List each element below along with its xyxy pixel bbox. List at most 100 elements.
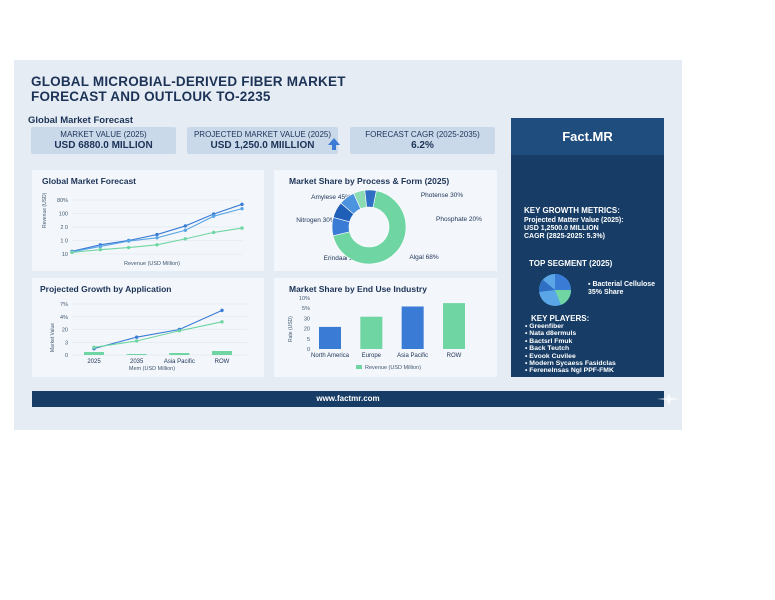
stat-cagr: FORECAST CAGR (2025-2035) 6.2% (350, 127, 495, 154)
players-heading: KEY PLAYERS: (531, 314, 590, 323)
series-line (93, 309, 223, 350)
x-tick-label: ROW (215, 359, 230, 365)
data-point (211, 230, 216, 235)
list-item: Evook Cuvilee (525, 353, 616, 360)
stat-value: 6.2% (411, 140, 434, 151)
data-point (134, 339, 139, 343)
data-point (211, 214, 216, 218)
chart-title: Projected Growth by Application (40, 284, 172, 294)
y-tick-label: 20 (304, 327, 310, 333)
data-point (240, 202, 244, 207)
data-point (177, 329, 182, 333)
pie-label: Nitrogen 30% (296, 217, 336, 224)
stat-value: USD 6880.0 MILLION (54, 140, 153, 151)
x-tick-label: Asia Pacific (397, 353, 428, 359)
data-point (126, 245, 131, 250)
data-point (92, 345, 96, 350)
legend-swatch (356, 365, 362, 369)
data-point (240, 206, 244, 211)
pie-label: Amylese 45% (311, 194, 351, 201)
footer-link[interactable]: www.factmr.com (316, 394, 380, 403)
list-item: Back Teutch (525, 345, 616, 352)
bar (443, 303, 465, 349)
footer-url[interactable]: www.factmr.com (32, 391, 664, 407)
stat-value: USD 1,250.0 MIILLION (210, 140, 315, 151)
list-item: Nata d8ermuls (525, 330, 616, 337)
metrics-line: Projected Matter Value (2025): (524, 217, 624, 224)
x-axis-label: Mem (USD Million) (129, 366, 175, 372)
x-tick-label: 2035 (130, 359, 144, 365)
segment-heading: TOP SEGMENT (2025) (529, 259, 613, 268)
data-point (183, 224, 188, 228)
players-list: Greenfiber Nata d8ermuls Bactsrl Fmuk Ba… (525, 323, 616, 375)
y-tick-label: 10 (62, 252, 68, 258)
stat-projected-value: PROJECTED MARKET VALUE (2025) USD 1,250.… (187, 127, 340, 154)
list-item: Ferenelnsas Ngl PPF-FMK (525, 367, 616, 374)
bar (360, 316, 383, 349)
global-forecast-chart: Revenue (USD) Revenue (USD Million) 80% 1… (42, 192, 244, 267)
pie-label: Phosphate 20% (436, 216, 482, 223)
chart-title: Market Share by Process & Form (2025) (289, 176, 450, 186)
y-tick-label: 80% (57, 198, 68, 204)
data-point (98, 244, 103, 249)
bar (169, 353, 190, 355)
y-tick-label: 4% (60, 315, 68, 321)
data-point (126, 239, 131, 243)
infographic: GLOBAL MICROBIAL-DERIVED FIBER MARKET FO… (14, 60, 682, 430)
segment-name: Bacterial Cellulose (592, 281, 656, 288)
y-tick-label: 2 0 (60, 225, 68, 231)
chart-title: Market Share by End Use Industry (289, 284, 427, 294)
segment-pie-icon (538, 274, 572, 306)
process-share-chart: Amylese 45% Nitrogen 30% Erindaal 28% Ph… (296, 189, 482, 265)
metrics-line: CAGR (2825-2025: 5.3%) (524, 233, 605, 240)
bar (319, 326, 341, 349)
x-tick-label: Europe (362, 353, 382, 359)
list-item: Bactsrl Fmuk (525, 338, 616, 345)
fact-mr-sidebar: Fact.MR KEY GROWTH METRICS: Projected Ma… (511, 118, 664, 377)
panel-projected-growth: Projected Growth by Application Market V… (32, 278, 264, 377)
series-line (93, 321, 223, 348)
legend-label: Revenue (USD Million) (365, 365, 421, 371)
stat-label: MARKET VALUE (2025) (60, 130, 147, 139)
segment-label: ▪ Bacterial Cellulose (588, 281, 656, 288)
bar (84, 352, 104, 355)
y-tick-label: 5 (307, 337, 310, 343)
end-use-chart: Rate (USD) Revenue (USD Million) 10% 5% 30… (288, 296, 465, 371)
x-tick-label: North America (311, 353, 350, 359)
y-tick-label: 20 (62, 328, 68, 334)
sparkle-icon (657, 393, 681, 405)
data-point (220, 320, 224, 324)
bar (212, 351, 232, 355)
segment-share: 35% Share (588, 289, 624, 296)
data-point (240, 226, 244, 230)
y-axis-label: Revenue (USD) (42, 192, 48, 228)
up-arrow-icon (328, 138, 340, 150)
data-point (98, 247, 103, 252)
metrics-line: USD 1,2500.0 MILLION (524, 225, 599, 232)
data-point (155, 232, 159, 237)
x-tick-label: Asia Pacific (164, 359, 195, 365)
y-tick-label: 0 (307, 347, 310, 353)
x-tick-label: ROW (447, 353, 462, 359)
stat-market-value: MARKET VALUE (2025) USD 6880.0 MILLION (31, 127, 176, 154)
projected-growth-chart: Market Value Mem (USD Million) 7% 4% 20 3 0 2… (50, 302, 247, 372)
data-point (220, 308, 224, 313)
data-point (134, 335, 139, 339)
bar (401, 306, 424, 349)
stat-label: FORECAST CAGR (2025-2035) (365, 130, 480, 139)
panel-global-forecast: Global Market Forecast Revenue (USD) Rev… (32, 170, 264, 271)
metrics-heading: KEY GROWTH METRICS: (524, 206, 620, 215)
page-title: GLOBAL MICROBIAL-DERIVED FIBER MARKET FO… (31, 74, 346, 104)
y-tick-label: 5% (302, 306, 310, 312)
y-tick-label: 30 (304, 316, 310, 322)
panel-end-use: Market Share by End Use Industry Rate (U… (274, 278, 497, 377)
chart-title: Global Market Forecast (42, 176, 137, 186)
pie-label: Photense 30% (421, 192, 464, 199)
panel-process-share: Market Share by Process & Form (2025) Am… (274, 170, 497, 271)
stat-label: PROJECTED MARKET VALUE (2025) (193, 130, 332, 139)
y-tick-label: 0 (65, 353, 68, 359)
list-item: Greenfiber (525, 323, 616, 330)
pie-slice (364, 189, 377, 208)
pie-label: Algal 68% (409, 254, 438, 261)
brand-logo: Fact.MR (511, 118, 664, 155)
